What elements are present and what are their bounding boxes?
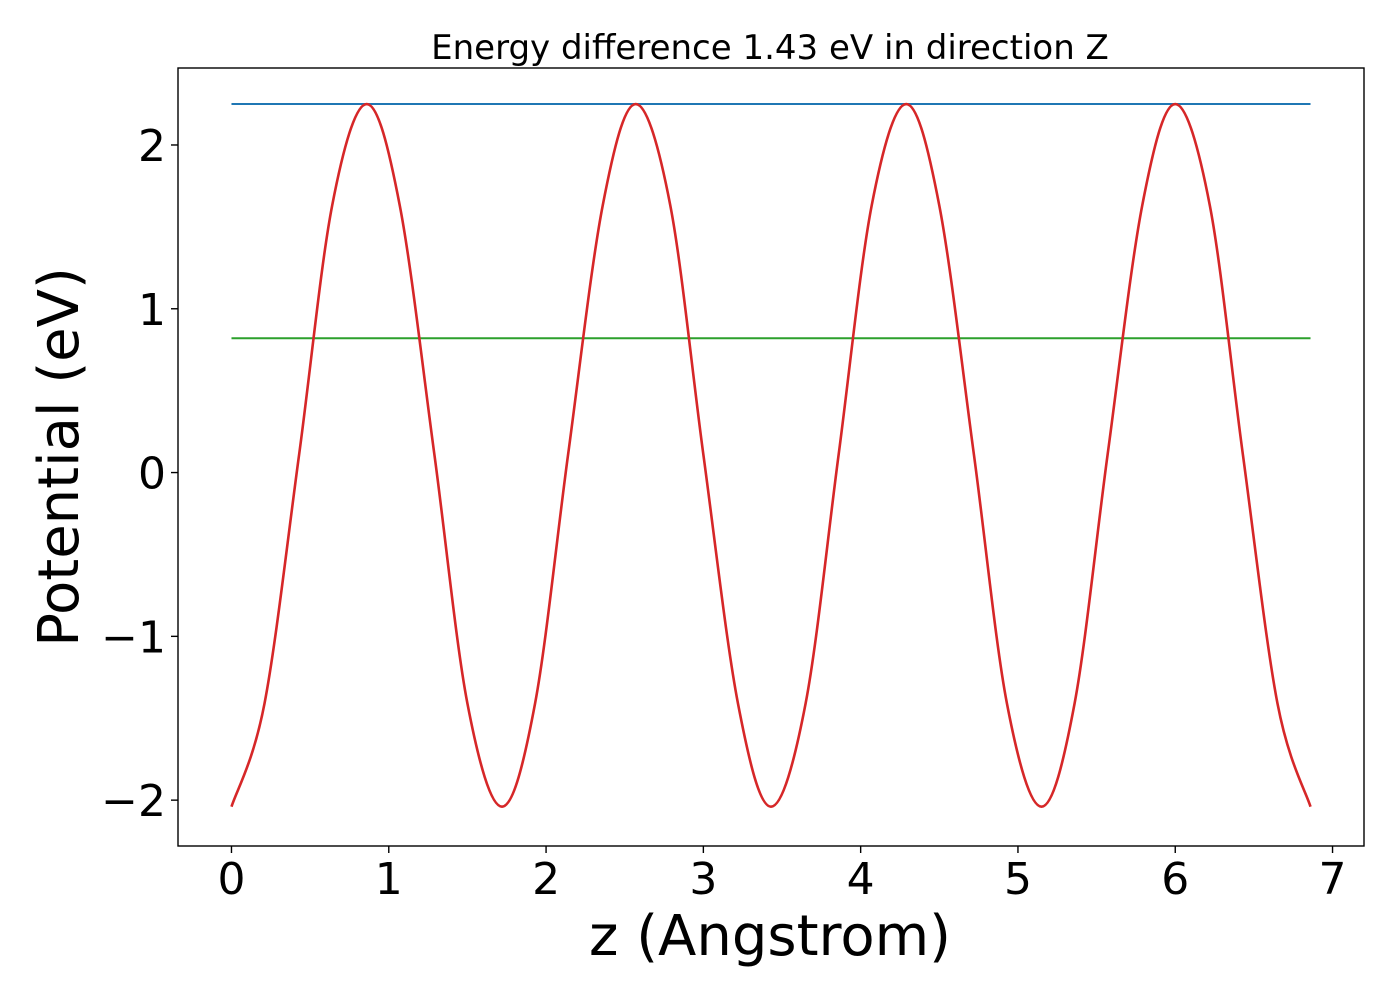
chart-title: Energy difference 1.43 eV in direction Z [431,28,1109,68]
y-axis-ticks: −2 −1 0 1 2 [101,121,178,827]
x-tick-label: 3 [689,854,717,905]
y-tick-label: −1 [101,612,166,663]
x-tick-label: 2 [532,854,560,905]
x-tick-label: 0 [217,854,245,905]
y-tick-label: 2 [138,121,166,172]
series-layer [230,102,1312,808]
x-tick-label: 6 [1161,854,1189,905]
x-tick-label: 5 [1004,854,1032,905]
x-tick-label: 7 [1319,854,1347,905]
y-tick-label: 0 [138,449,166,500]
x-axis-label: z (Angstrom) [589,904,951,969]
plot-area-frame [177,67,1365,847]
y-tick-label: 1 [138,285,166,336]
x-tick-label: 1 [375,854,403,905]
series-line-2 [230,102,1312,808]
y-axis-label: Potential (eV) [27,267,92,647]
y-tick-label: −2 [101,776,166,827]
x-axis-ticks: 0 1 2 3 4 5 6 7 [217,846,1347,905]
x-tick-label: 4 [847,854,875,905]
